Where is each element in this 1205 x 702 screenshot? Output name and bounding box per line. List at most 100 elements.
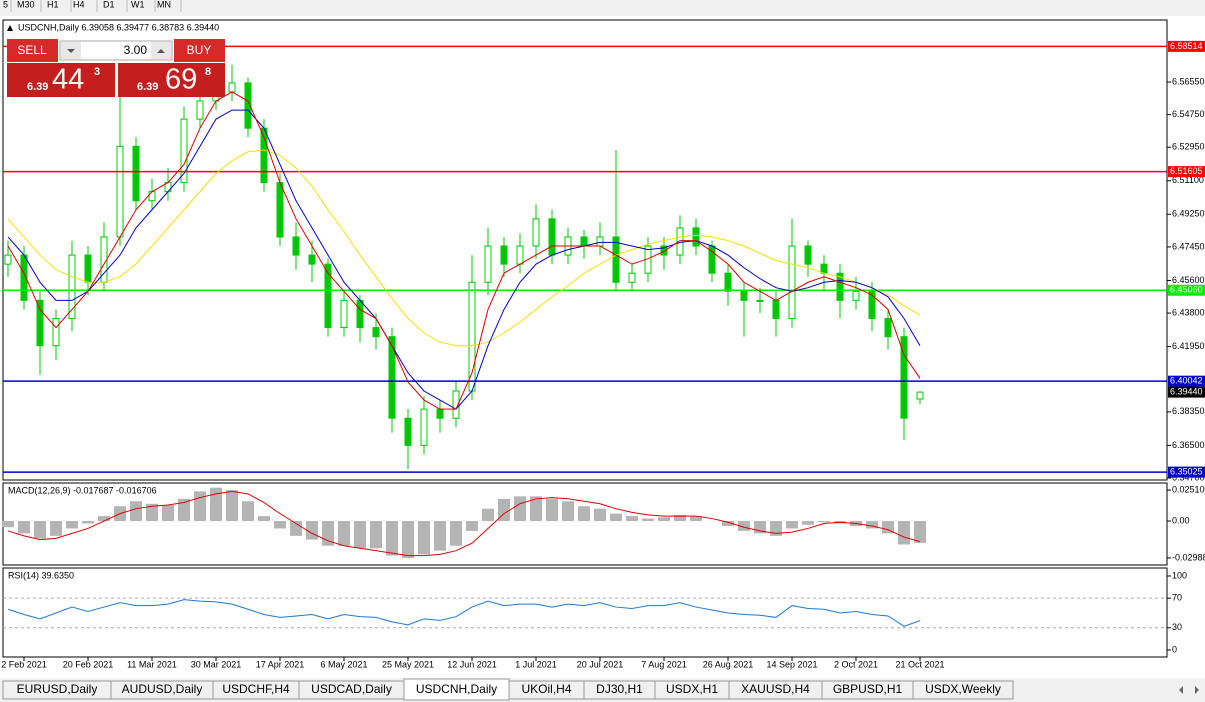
timeframe-button[interactable]: D1 [103,0,115,9]
tab-label[interactable]: USDCNH,Daily [416,682,497,696]
candle-body [660,245,668,256]
candle-body [228,82,236,93]
sell-label[interactable]: SELL [17,43,47,57]
candle-body [500,245,508,265]
tab-label[interactable]: EURUSD,Daily [17,682,98,696]
level-price-label: 6.51605 [1170,166,1203,176]
timeframe-button[interactable]: 5 [3,0,8,9]
candle-body [68,254,76,320]
histogram-bar [66,521,78,529]
tab-label[interactable]: GBPUSD,H1 [833,682,903,696]
level-price-label: 6.40042 [1170,376,1203,386]
candle-body [292,236,300,256]
candle-body [4,254,12,265]
indicator-line [7,91,921,410]
candle-body [340,299,348,329]
candle-body [132,145,140,202]
buy-label[interactable]: BUY [187,43,212,57]
candle-body [452,390,460,419]
lot-input[interactable] [59,40,173,61]
buy-button[interactable] [174,39,225,62]
x-tick-label: 12 Jun 2021 [447,659,497,669]
candle-body [532,218,540,247]
x-tick-label: 17 Apr 2021 [256,659,305,669]
histogram-bar [178,498,190,522]
timeframe-button[interactable]: MN [157,0,171,9]
timeframe-button[interactable]: H1 [47,0,59,9]
tab-label[interactable]: USDCHF,H4 [222,682,290,696]
histogram-bar [418,521,430,555]
sell-button[interactable] [7,39,58,62]
down-arrow [67,49,75,53]
tab-label[interactable]: DJ30,H1 [596,682,643,696]
candle-body [404,417,412,446]
candle-body [244,82,252,129]
collapse-icon[interactable] [7,25,13,31]
histogram-bar [866,521,878,529]
candle-body [36,299,44,347]
level-price-label: 6.35025 [1170,466,1203,476]
tab-label[interactable]: UKOil,H4 [521,682,571,696]
histogram-bar [82,521,94,524]
histogram-bar [914,521,926,543]
histogram-bar [242,501,254,522]
histogram-bar [162,504,174,522]
histogram-bar [290,521,302,536]
candle-body [740,290,748,301]
histogram-bar [210,487,222,522]
candle-body [580,236,588,247]
tab-scroll-arrows[interactable] [1179,686,1199,694]
candle-body [276,182,284,238]
candle-body [420,408,428,446]
timeframe-button[interactable]: H4 [73,0,85,9]
tab-label[interactable]: USDX,Weekly [925,682,1001,696]
indicator-line [7,149,921,347]
x-tick-label: 20 Feb 2021 [63,659,114,669]
histogram-bar [386,521,398,556]
indicator-line [7,490,921,557]
histogram-bar [594,508,606,522]
y-tick-label: 0 [1172,644,1177,654]
x-tick-label: 2 Feb 2021 [1,659,47,669]
candle-body [548,218,556,256]
y-tick-label: 6.43800 [1172,307,1205,317]
level-price-box [1168,466,1205,478]
y-tick-label: 30 [1172,622,1182,632]
bid-box[interactable] [7,63,115,97]
bid-big-figure: 6.39 [27,81,48,93]
x-tick-label: 2 Oct 2021 [834,659,878,669]
x-tick-label: 11 Mar 2021 [127,659,177,669]
y-tick-label: 6.36500 [1172,440,1205,450]
histogram-bar [642,518,654,522]
tab[interactable] [912,680,1014,700]
timeframe-button[interactable]: W1 [131,0,145,9]
tab-label[interactable]: AUDUSD,Daily [122,682,203,696]
x-tick-label: 1 Jul 2021 [515,659,557,669]
level-price-box [1168,284,1205,296]
level-price-label: 6.58514 [1170,41,1203,51]
candle-body [596,236,604,247]
timeframe-button[interactable]: M30 [17,0,35,9]
histogram-bar [98,516,110,522]
x-tick-label: 25 May 2021 [382,659,434,669]
y-tick-label: 6.51100 [1172,175,1204,185]
one-click-trading-panel: SELL 3.00 BUY 6.39 44 3 6.39 69 8 [7,38,225,97]
tab-label[interactable]: XAUUSD,H4 [741,682,810,696]
lot-value[interactable]: 3.00 [124,43,148,57]
histogram-bar [338,521,350,546]
histogram-bar [2,521,14,528]
histogram-bar [370,521,382,549]
x-tick-label: 30 Mar 2021 [191,659,242,669]
tab-label[interactable]: USDCAD,Daily [311,682,392,696]
indicator-line [7,599,921,627]
histogram-bar [514,496,526,522]
y-tick-label: -0.02988 [1172,552,1205,562]
y-tick-label: 6.38350 [1172,406,1205,416]
candle-body [916,391,924,400]
tab-label[interactable]: USDX,H1 [666,682,718,696]
level-price-box [1168,40,1205,52]
candle-body [612,236,620,283]
histogram-bar [658,517,670,522]
level-price-label: 6.45060 [1170,285,1203,295]
ask-box[interactable] [118,63,225,97]
